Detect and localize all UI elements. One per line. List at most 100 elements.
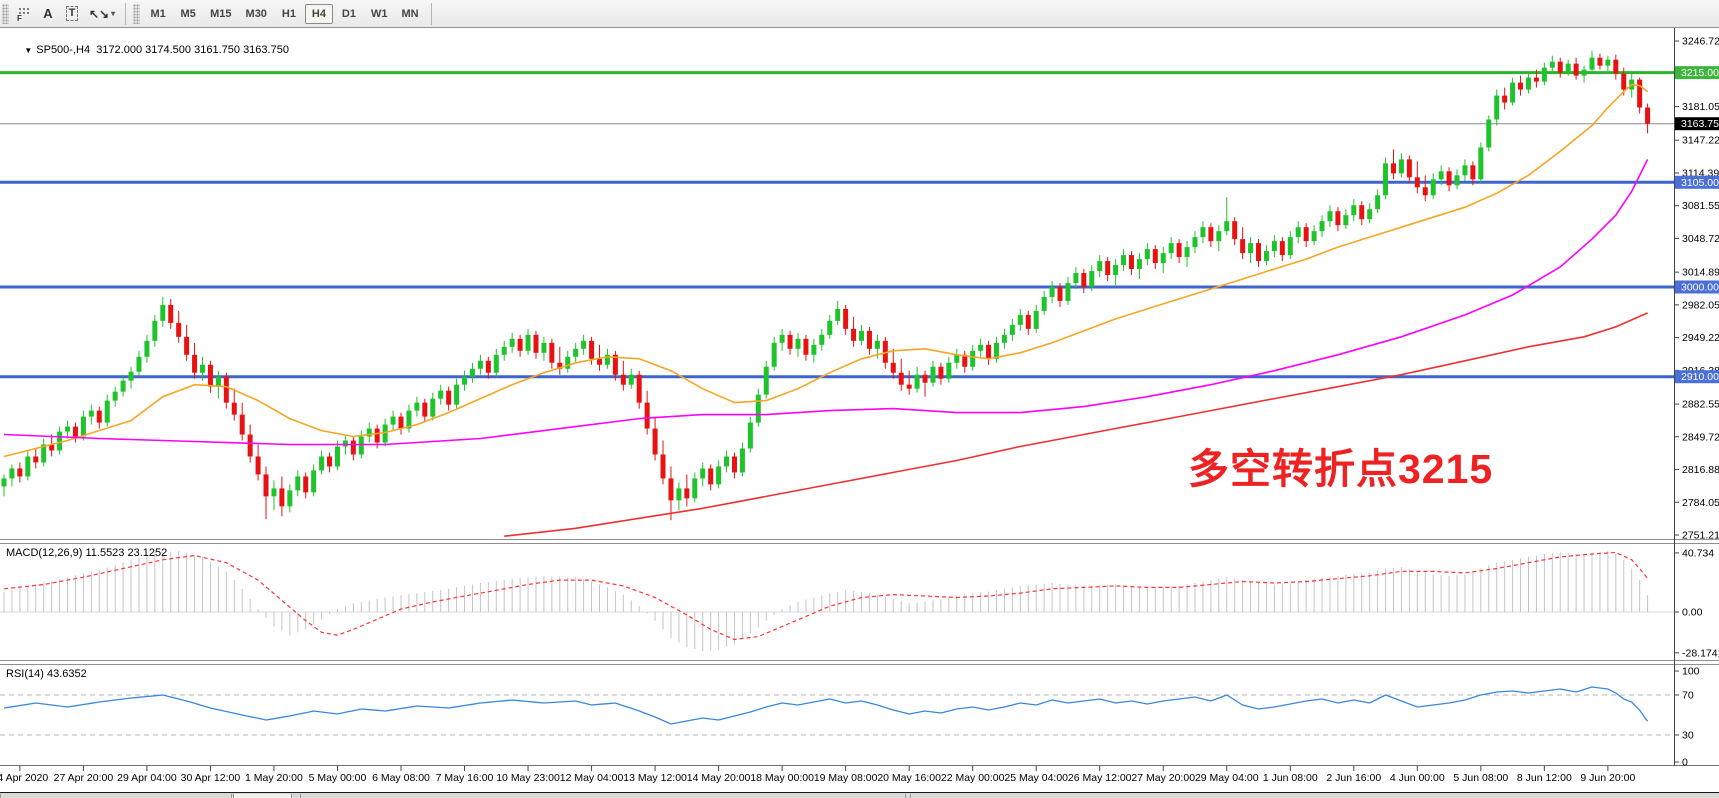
price-tick-label: 3014.890 [1682,267,1719,279]
toolbar-drag-handle[interactable] [2,3,9,24]
time-tick-label: 13 May 12:00 [623,772,687,784]
time-tick-label: 5 Jun 08:00 [1453,772,1508,784]
bottom-panel-segment [300,794,906,798]
price-tick-label: 2751.215 [1682,530,1719,542]
timeframe-drag-handle[interactable] [133,3,141,24]
dots-grid-icon: F [17,6,31,23]
dropdown-triangle-icon: ▼ [24,46,33,55]
macd-tick-label: 40.734 [1682,547,1714,559]
timeframe-button-m5[interactable]: M5 [174,4,202,24]
rsi-tick-label: 30 [1682,730,1694,742]
price-badge-2910.000 [1675,370,1719,384]
price-badge-3000.000 [1675,280,1719,294]
rsi-tick-label: 100 [1682,666,1700,678]
price-tick-label: 2849.720 [1682,431,1719,443]
chart-symbol-title: ▼ SP500-,H4 3172.000 3174.500 3161.750 31… [6,32,289,68]
time-scale[interactable] [0,766,1674,792]
snap-grid-tool-button[interactable]: F [12,3,36,25]
candlestick-series [1,50,1651,521]
text-box-icon: T [65,6,79,21]
rsi-indicator-label: RSI(14) 43.6352 [6,668,87,680]
timeframe-button-m15[interactable]: M15 [204,4,237,24]
diagonal-arrows-icon: ↖↘ [89,6,110,21]
time-tick-label: 1 Jun 08:00 [1263,772,1318,784]
timeframe-button-m30[interactable]: M30 [240,4,273,24]
ohlc-close: 3163.750 [243,44,289,56]
price-badge-label: 3215.000 [1681,67,1719,79]
time-tick-label: 5 May 00:00 [309,772,367,784]
rsi-line [3,686,1649,725]
rsi-tick-label: 0 [1682,757,1688,769]
price-tick-label: 2882.555 [1682,399,1719,411]
time-tick-label: 29 Apr 04:00 [117,772,177,784]
timeframe-button-group: M1 M5 M15 M30 H1 H4 D1 W1 MN [143,3,425,24]
bottom-panel-segment [0,794,232,798]
price-badge-3105.000 [1675,175,1719,189]
price-badge-3215.000 [1675,66,1719,80]
price-tick-label: 3181.055 [1682,101,1719,113]
ohlc-high: 3174.500 [145,44,192,56]
timeframe-button-mn[interactable]: MN [395,4,424,24]
time-tick-label: 24 Apr 2020 [0,772,48,784]
toolbar-separator [125,2,127,25]
price-tick-label: 2784.050 [1682,497,1719,509]
ma-fast-orange [3,83,1649,458]
timeframe-button-w1[interactable]: W1 [365,4,394,24]
time-tick-label: 29 May 04:00 [1195,772,1259,784]
time-tick-label: 7 May 16:00 [436,772,494,784]
timeframe-button-d1[interactable]: D1 [335,4,363,24]
time-tick-label: 4 Jun 00:00 [1390,772,1445,784]
time-tick-label: 30 Apr 12:00 [181,772,241,784]
timeframe-button-m1[interactable]: M1 [144,4,172,24]
price-tick-label: 2982.055 [1682,299,1719,311]
macd-histogram [3,551,1649,652]
time-tick-label: 20 May 16:00 [877,772,941,784]
price-scale[interactable] [1674,28,1719,766]
chart-annotation-text: 多空转折点3215 [1188,446,1494,492]
bottom-panel-segment [233,794,292,798]
chart-canvas[interactable]: 3246.7253181.0553147.2253114.3903081.555… [0,28,1719,792]
time-tick-label: 12 May 04:00 [560,772,624,784]
ohlc-open: 3172.000 [96,44,143,56]
time-tick-label: 26 May 12:00 [1068,772,1132,784]
time-tick-label: 25 May 04:00 [1004,772,1068,784]
price-badge-3163.750 [1675,117,1719,131]
price-tick-label: 2816.885 [1682,464,1719,476]
chart-area[interactable]: 3246.7253181.0553147.2253114.3903081.555… [0,28,1719,792]
time-tick-label: 27 Apr 20:00 [54,772,114,784]
price-tick-label: 3147.225 [1682,135,1719,147]
letter-a-icon: A [43,6,53,21]
time-tick-label: 22 May 00:00 [941,772,1005,784]
macd-indicator-label: MACD(12,26,9) 11.5523 23.1252 [6,547,168,559]
text-label-tool-button[interactable]: A [36,3,60,25]
time-tick-label: 2 Jun 16:00 [1326,772,1381,784]
rsi-tick-label: 70 [1682,690,1694,702]
time-tick-label: 14 May 20:00 [687,772,751,784]
time-tick-label: 19 May 08:00 [814,772,878,784]
timeframe-button-h1[interactable]: H1 [275,4,303,24]
ma-slow-red [504,312,1648,537]
time-tick-label: 8 Jun 12:00 [1517,772,1572,784]
price-tick-label: 3081.555 [1682,200,1719,212]
chevron-down-icon: ▾ [111,9,116,18]
price-badge-label: 2910.000 [1681,371,1719,383]
price-tick-label: 2949.220 [1682,332,1719,344]
time-tick-label: 6 May 08:00 [372,772,430,784]
timeframe-button-h4[interactable]: H4 [304,3,333,24]
price-badge-label: 3163.750 [1681,118,1719,130]
time-tick-label: 9 Jun 20:00 [1580,772,1635,784]
price-tick-label: 3246.725 [1682,36,1719,48]
symbol-name: SP500-,H4 [36,44,91,56]
cursor-mode-button[interactable]: ↖↘ ▾ [84,3,120,25]
text-box-tool-button[interactable]: T [60,3,84,25]
time-tick-label: 27 May 20:00 [1131,772,1195,784]
ohlc-low: 3161.750 [194,44,240,56]
bottom-panel-edge [0,792,1719,798]
time-tick-label: 18 May 00:00 [750,772,814,784]
ma-medium-magenta [3,159,1649,446]
time-tick-label: 1 May 20:00 [245,772,303,784]
macd-signal-line [3,551,1649,641]
bottom-panel-segment [910,794,1719,798]
